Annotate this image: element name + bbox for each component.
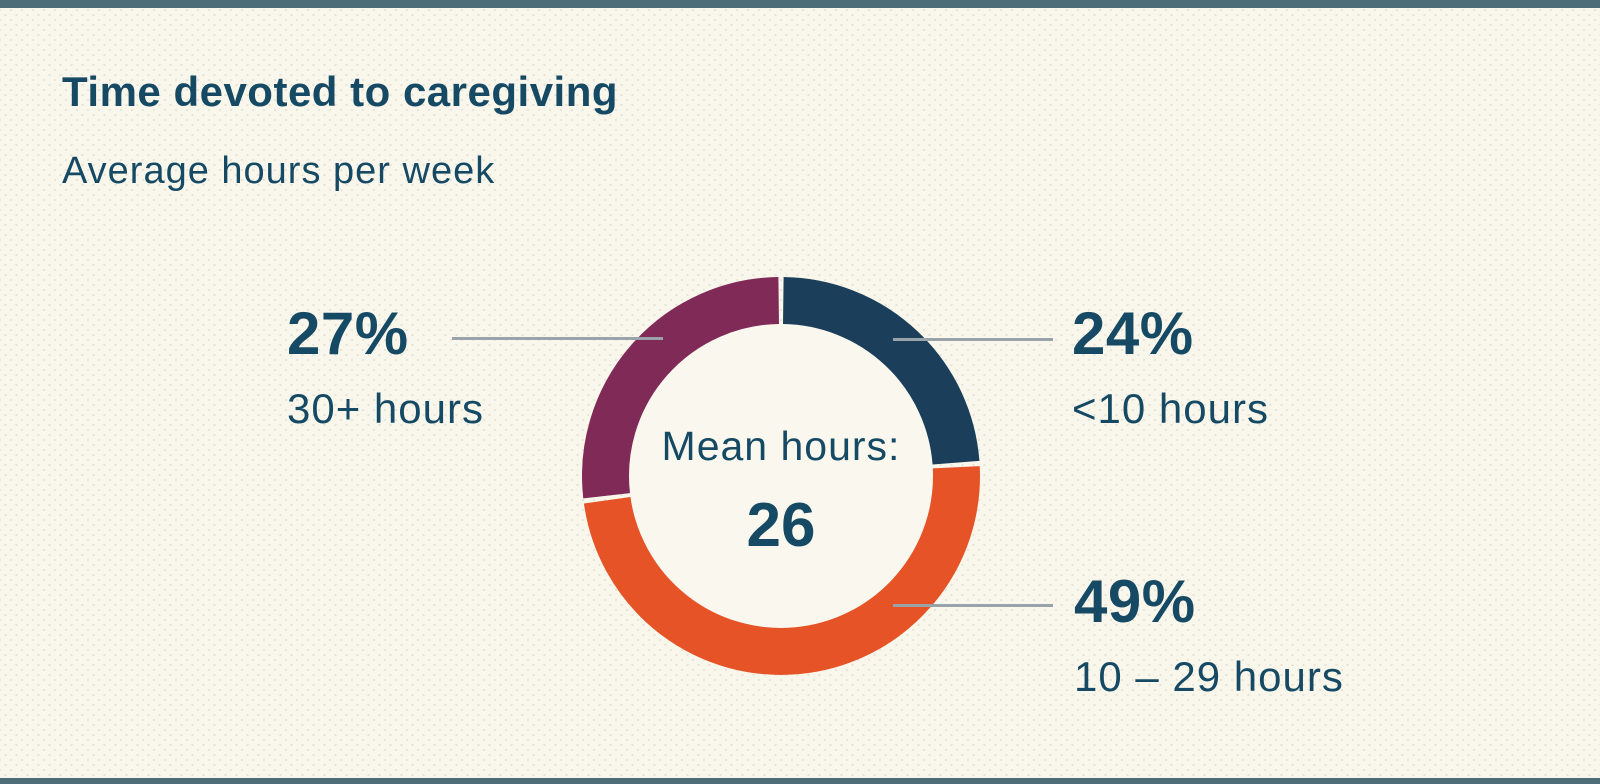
- page-subtitle: Average hours per week: [62, 150, 496, 192]
- page-title: Time devoted to caregiving: [62, 68, 619, 115]
- callout-under10-hours: 24% <10 hours: [1072, 304, 1269, 430]
- leader-line-under10-hours: [893, 338, 1053, 341]
- callout-label-under10: <10 hours: [1072, 385, 1269, 432]
- callout-30plus-hours: 27% 30+ hours: [287, 304, 484, 430]
- donut-hole: [628, 323, 934, 629]
- donut-segment-49pct: [583, 466, 980, 675]
- donut-segment-24pct: [782, 277, 980, 465]
- callout-value-10to29: 49%: [1074, 568, 1196, 635]
- bottom-accent-bar: [0, 778, 1600, 784]
- donut-rings: [582, 277, 980, 675]
- callout-label-30plus: 30+ hours: [287, 385, 484, 432]
- donut-segment-27pct: [582, 277, 780, 499]
- leader-line-30plus-hours: [452, 337, 663, 340]
- callout-label-10to29: 10 – 29 hours: [1074, 653, 1344, 700]
- top-accent-bar: [0, 0, 1600, 8]
- callout-10to29-hours: 49% 10 – 29 hours: [1074, 572, 1344, 698]
- leader-line-10to29-hours: [893, 604, 1053, 607]
- callout-value-under10: 24%: [1072, 300, 1194, 367]
- callout-value-30plus: 27%: [287, 300, 409, 367]
